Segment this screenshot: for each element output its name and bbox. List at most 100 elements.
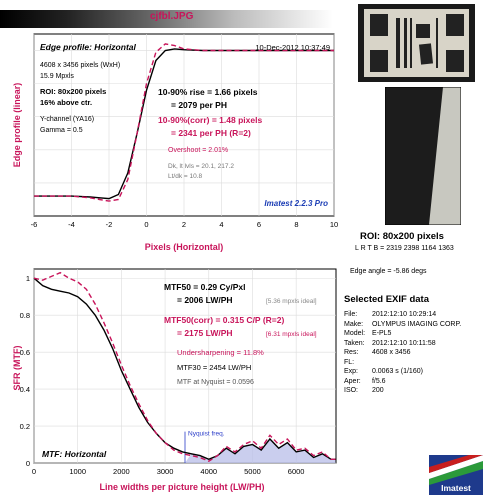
mtf-y-ticks: 0 0.2 0.4 0.6 0.8 1 [20,274,30,468]
mtf-x-axis-label: Line widths per picture height (LW/PH) [99,482,264,492]
mtf-measured-line [33,277,336,461]
exif-value: E-PL5 [371,330,392,337]
mtf30-text: MTF30 = 2454 LW/PH [177,363,251,372]
roi-lrtb-label: L R T B = 2319 2398 1164 1363 [355,245,454,252]
mtf-x-tick-label: 1000 [69,467,86,476]
edge-x-tick-label: 4 [219,220,223,229]
mtf-grid [33,269,336,464]
edge-corrected-line [34,43,334,202]
exif-key: Model: [344,330,366,337]
exif-key: ISO: [344,387,359,394]
exif-value: 0.0063 s (1/160) [371,368,423,375]
gray-scale-strip [0,10,333,28]
edge-x-tick-label: 2 [182,220,186,229]
mtf-y-tick-label: 1 [26,274,30,283]
exif-title: Selected EXIF data [344,294,430,305]
edge-x-ticks: -6 -4 -2 0 2 4 6 8 10 [31,220,339,229]
exif-key: Taken: [344,339,365,347]
edge-x-axis-label: Pixels (Horizontal) [145,242,224,252]
mtf-x-tick-label: 3000 [157,467,174,476]
exif-list: File: 2012:12:10 10:29:14 Make: OLYMPUS … [344,310,461,396]
dk-lt-levels: Dk, lt lvls = 20.1, 217.2 [168,163,234,170]
exif-key: FL: [344,358,355,366]
file-title: cjfbl.JPG [150,11,194,22]
edge-angle-label: Edge angle = -5.86 degs [350,268,427,275]
mtf50-line-2: = 2006 LW/PH [177,295,233,305]
edge-info-position: 16% above ctr. [40,98,92,107]
mtf-plot-frame [33,268,337,464]
edge-y-axis-label: Edge profile (linear) [12,83,22,168]
rise-line-1: 10-90% rise = 1.66 pixels [158,87,258,97]
mtf-x-tick-label: 4000 [200,467,217,476]
exif-value: 2012:12:10 10:11:58 [371,339,436,347]
mtf-nyquist-text: MTF at Nyquist = 0.0596 [177,379,254,386]
exif-row: FL: [344,358,461,368]
lt-dk-ratio: Lt/dk = 10.8 [168,173,203,180]
undersharpening-text: Undersharpening = 11.8% [177,348,264,357]
mtf-x-tick-label: 5000 [244,467,261,476]
exif-key: Res: [344,349,359,356]
exif-value: 4608 x 3456 [371,349,411,356]
edge-info-gamma: Gamma = 0.5 [40,127,83,134]
corr-line-1: 10-90%(corr) = 1.48 pixels [158,115,262,125]
edge-info-roi: ROI: 80x200 pixels [40,87,106,96]
mtf-x-tick-label: 6000 [288,467,305,476]
overshoot-text: Overshoot = 2.01% [168,147,228,154]
mtf50-corr-line-1: MTF50(corr) = 0.315 C/P (R=2) [164,315,284,325]
exif-row: Model: E-PL5 [344,329,461,339]
mtf-y-tick-label: 0.4 [20,385,30,394]
exif-key: File: [344,311,358,318]
version-label: Imatest 2.2.3 Pro [264,199,328,208]
mtf-chart-title: MTF: Horizontal [42,449,107,459]
mtf-y-axis-label: SFR (MTF) [12,346,22,391]
exif-row: Make: OLYMPUS IMAGING CORP. [344,320,461,330]
mtf-y-tick-label: 0.2 [20,422,30,431]
edge-x-tick-label: 10 [330,220,338,229]
exif-key: Make: [344,320,364,328]
mtf50-corr-ideal: [6.31 mpxls ideal] [266,331,317,338]
edge-info-channel: Y-channel (YA16) [40,116,94,123]
edge-series [34,43,334,202]
edge-chart-title: Edge profile: Horizontal [40,42,137,52]
edge-x-tick-label: 8 [294,220,298,229]
mtf-x-tick-label: 0 [32,467,36,476]
imatest-logo-text: Imatest [441,483,471,493]
exif-row: Taken: 2012:12:10 10:11:58 [344,339,461,349]
exif-key: Aper: [344,377,361,385]
exif-row: Exp: 0.0063 s (1/160) [344,367,461,377]
mtf50-corr-line-2: = 2175 LW/PH [177,328,233,338]
edge-info-resolution: 4608 x 3456 pixels (WxH) [40,62,120,69]
mtf50-ideal: [5.36 mpxls ideal] [266,298,317,305]
mtf-x-tick-label: 2000 [113,467,130,476]
mtf-y-tick-label: 0.8 [20,311,30,320]
exif-row: Res: 4608 x 3456 [344,348,461,358]
edge-timestamp: 10-Dec-2012 10:37:49 [255,43,330,52]
mtf-y-tick-label: 0 [26,459,30,468]
mtf-series [33,271,336,462]
edge-x-tick-label: -2 [106,220,113,229]
roi-size-label: ROI: 80x200 pixels [360,231,444,242]
mtf-x-ticks: 0 1000 2000 3000 4000 5000 6000 [32,467,305,476]
exif-value: 200 [371,387,384,394]
corr-line-2: = 2341 per PH (R=2) [171,128,251,138]
mtf-beyond-nyquist-fill [184,431,336,463]
exif-key: Exp: [344,368,359,375]
imatest-logo: Imatest [429,455,483,495]
edge-x-tick-label: 0 [144,220,148,229]
mtf50-line-1: MTF50 = 0.29 Cy/Pxl [164,282,246,292]
edge-x-tick-label: 6 [257,220,261,229]
chart-thumbnail-image [358,4,475,82]
nyquist-shaded-area [185,439,336,463]
mtf-corrected-line [33,271,336,462]
roi-edge-crop [385,87,461,225]
rise-line-2: = 2079 per PH [171,100,227,110]
edge-info-mpxls: 15.9 Mpxls [40,73,74,80]
edge-profile-chart: -6 -4 -2 0 2 4 6 8 10 Edge profile: Horizontal 1… [12,33,339,252]
exif-row: File: 2012:12:10 10:29:14 [344,310,461,320]
exif-value: f/5.6 [371,377,386,385]
exif-row: ISO: 200 [344,386,461,396]
edge-x-tick-label: -6 [31,220,38,229]
exif-row: Aper: f/5.6 [344,377,461,387]
exif-value: OLYMPUS IMAGING CORP. [371,320,462,328]
mtf-y-tick-label: 0.6 [20,348,30,357]
